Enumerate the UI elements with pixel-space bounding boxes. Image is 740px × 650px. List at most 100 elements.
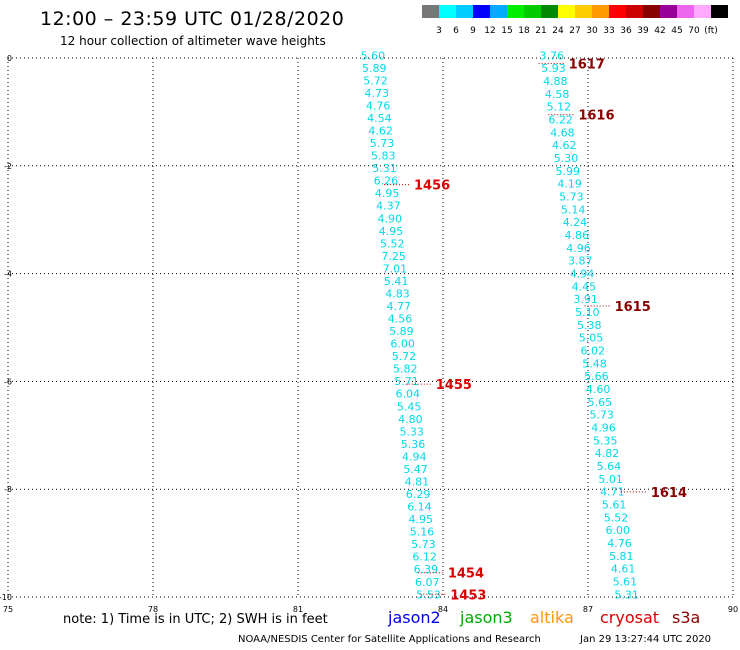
swh-value-label: 7.25 [381,250,406,263]
swh-value-label: 4.81 [405,475,430,488]
legend-label: 45 [671,26,683,36]
swh-value-label: 5.47 [403,463,428,476]
swh-value-label: 5.38 [577,319,602,332]
swh-value-label: 5.81 [609,550,634,563]
legend-swatch [609,5,626,18]
x-tick-label: 78 [148,605,158,614]
swh-value-label: 5.60 [361,49,386,62]
legend-swatch [677,5,694,18]
swh-value-label: 5.66 [584,370,609,383]
swh-value-label: 4.76 [607,537,632,550]
swh-value-label: 5.52 [604,511,629,524]
swh-value-label: 7.01 [383,262,408,275]
legend-label: 21 [535,26,547,36]
legend-label: 3 [436,26,442,36]
swh-value-label: 5.41 [384,275,409,288]
x-tick-label: 87 [583,605,593,614]
swh-value-label: 5.93 [541,62,566,75]
swh-value-label: 4.62 [368,125,393,138]
swh-value-label: 4.82 [595,447,620,460]
swh-value-label: 5.05 [579,332,604,345]
swh-value-label: 4.94 [570,267,595,280]
swh-value-label: 5.83 [371,150,396,163]
swh-value-label: 6.26 [374,175,399,188]
swh-value-label: 5.73 [411,538,436,551]
swh-value-label: 4.95 [375,187,400,200]
legend-label: 30 [586,26,598,36]
legend-swatch [711,5,728,18]
swh-value-label: 4.68 [550,126,575,139]
legend-swatch [473,5,490,18]
y-tick-label: -8 [4,485,12,494]
swh-value-label: 5.35 [593,434,618,447]
note-text: note: 1) Time is in UTC; 2) SWH is in fe… [63,612,328,627]
legend-swatch [439,5,456,18]
legend-swatch [575,5,592,18]
legend-label: 39 [637,26,649,36]
swh-value-label: 5.82 [393,363,418,376]
swh-value-label: 4.76 [366,99,391,112]
swh-value-label: 5.48 [582,357,607,370]
y-tick-label: -6 [4,377,12,386]
swh-value-label: 5.16 [410,526,435,539]
swh-value-label: 5.65 [588,396,613,409]
swh-value-label: 5.30 [554,152,579,165]
swh-value-label: 6.04 [396,388,421,401]
swh-value-label: 4.80 [398,413,423,426]
x-tick-label: 90 [728,605,738,614]
footer-credit: NOAA/NESDIS Center for Satellite Applica… [238,634,541,645]
legend-swatch [524,5,541,18]
swh-value-label: 3.91 [573,293,598,306]
legend-label: 70 [688,26,700,36]
pass-time-label: 1455 [436,378,472,393]
swh-value-label: 4.71 [600,486,625,499]
swh-value-label: 5.31 [614,588,639,601]
legend-swatch [643,5,660,18]
swh-value-label: 6.07 [415,576,440,589]
satellite-cryosat: cryosat [600,608,660,627]
swh-value-label: 4.83 [385,287,410,300]
legend-swatch [507,5,524,18]
satellite-jason3: jason3 [460,608,513,627]
pass-time-label: 1453 [450,588,486,603]
legend-swatch [541,5,558,18]
legend-label: 24 [552,26,564,36]
swh-value-label: 5.72 [363,74,388,87]
legend-label: 36 [620,26,632,36]
swh-value-label: 6.00 [390,338,415,351]
swh-value-label: 5.53 [416,588,441,601]
legend-label: 18 [518,26,530,36]
swh-value-label: 4.19 [557,178,582,191]
swh-value-label: 5.61 [602,498,627,511]
swh-value-label: 5.72 [392,350,417,363]
pass-time-label: 1614 [651,486,687,501]
swh-value-label: 4.58 [545,88,570,101]
legend-swatch [456,5,473,18]
swh-value-label: 4.95 [408,513,433,526]
swh-value-label: 4.96 [566,242,591,255]
y-tick-label: 0 [7,54,12,63]
swh-value-label: 5.73 [370,137,395,150]
legend-swatch [490,5,507,18]
swh-value-label: 4.96 [591,421,616,434]
swh-value-label: 5.52 [380,237,405,250]
swh-value-label: 5.64 [597,460,622,473]
pass-time-label: 1615 [615,300,651,315]
pass-time-label: 1454 [448,567,484,582]
swh-value-label: 5.14 [561,203,586,216]
swh-value-label: 4.54 [367,112,392,125]
swh-value-label: 4.62 [552,139,577,152]
swh-value-label: 5.99 [556,165,581,178]
legend-label: 12 [484,26,496,36]
swh-value-label: 4.61 [611,563,636,576]
legend-swatch [558,5,575,18]
legend-swatch [694,5,711,18]
y-tick-label: -4 [4,270,12,279]
swh-value-label: 4.90 [377,212,402,225]
legend-swatch [660,5,677,18]
swh-value-label: 6.39 [414,563,439,576]
legend-swatch [422,5,439,18]
swh-value-label: 4.86 [564,229,589,242]
swh-value-label: 5.01 [598,473,623,486]
